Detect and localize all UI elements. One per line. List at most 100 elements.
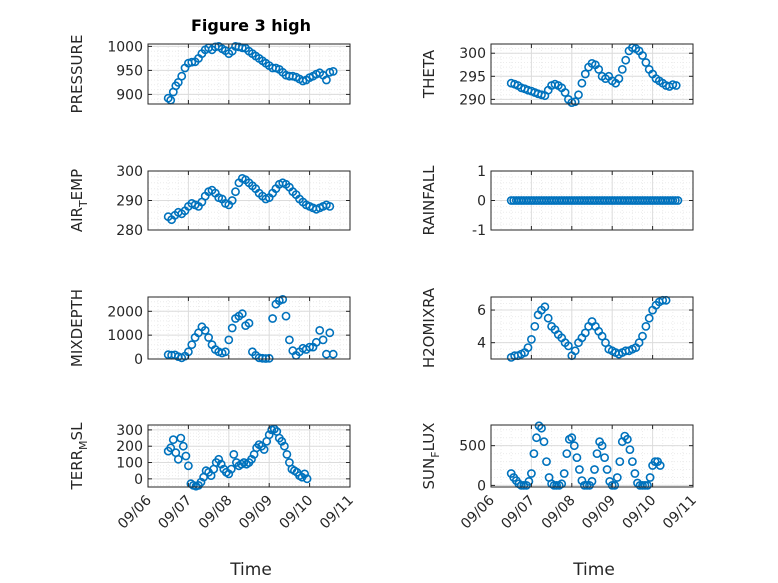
terr-msl-point-38	[259, 445, 269, 454]
air-temp-point-19	[227, 196, 237, 205]
sun-flux-ytick-label: 0	[477, 478, 486, 494]
terr-msl-point-7	[181, 451, 191, 461]
terr-msl-xtick-label: 09/09	[236, 493, 276, 533]
h2omixra-ytick-label: 6	[477, 303, 486, 319]
terr-msl-axes-box	[147, 424, 351, 488]
sun-flux-point-22	[562, 449, 572, 458]
subplot-sun-flux: 0 500 09/06 09/07 09/08 09/09 09/10 09/11 SUNFLU…	[420, 421, 700, 533]
mixdepth-point-7	[187, 340, 197, 350]
pressure-point-50	[328, 67, 338, 76]
x-axis-label-right: Time	[572, 560, 615, 580]
theta-ytick-label: 290	[459, 92, 486, 108]
sun-flux-point-10	[532, 433, 541, 443]
sun-flux-series	[506, 421, 665, 490]
theta-point-32	[614, 74, 624, 83]
pressure-axes-box	[147, 43, 351, 105]
mixdepth-point-17	[220, 347, 230, 357]
h2omixra-point-7	[530, 321, 540, 331]
terr-msl-point-8	[183, 461, 193, 471]
terr-msl-point-4	[173, 454, 183, 464]
theta-point-20	[574, 90, 583, 100]
terr-msl-grid	[147, 425, 351, 487]
mixdepth-point-18	[224, 335, 234, 345]
h2omixra-ytick-label: 4	[477, 336, 486, 352]
pressure-ytick-label: 1000	[107, 39, 143, 55]
sun-flux-point-59	[655, 461, 665, 470]
theta-ylabel: THETA	[420, 49, 438, 99]
terr-msl-xtick-label: 09/10	[277, 493, 317, 533]
terr-msl-ytick-label: 300	[116, 423, 143, 439]
sun-flux-point-7	[524, 476, 534, 486]
sun-flux-xtick-label: 09/09	[579, 493, 619, 533]
terr-msl-point-24	[224, 469, 234, 479]
sun-flux-point-9	[529, 449, 539, 458]
sun-flux-ytick-label: 500	[459, 439, 486, 455]
sun-flux-point-49	[630, 469, 640, 478]
h2omixra-point-19	[570, 346, 580, 356]
sun-flux-point-54	[643, 480, 652, 490]
pressure-ylabel: PRESSURE	[68, 35, 86, 114]
rainfall-ylabel: RAINFALL	[420, 165, 438, 236]
rainfall-ytick-label: 0	[477, 194, 486, 210]
subplot-mixdepth: 0 1000 2000 MIXDEPTH	[68, 289, 351, 368]
mixdepth-point-34	[278, 294, 288, 304]
air-temp-ylabel: AIRTEMP	[68, 169, 90, 232]
air-temp-point-48	[325, 201, 335, 211]
subplot-air-temp: 280 290 300 AIRTEMP	[68, 164, 351, 239]
h2omixra-point-39	[638, 331, 647, 341]
h2omixra-point-11	[543, 313, 553, 323]
air-temp-series	[163, 173, 335, 225]
terr-msl-point-54	[300, 469, 309, 479]
theta-point-21	[577, 78, 587, 88]
mixdepth-point-22	[237, 309, 247, 319]
sun-flux-point-48	[628, 457, 637, 466]
mixdepth-ytick-label: 0	[134, 352, 143, 368]
sun-flux-point-33	[590, 465, 599, 474]
pressure-point-8	[187, 57, 197, 67]
air-temp-ytick-label: 290	[116, 194, 143, 210]
terr-msl-point-47	[282, 449, 292, 459]
theta-point-26	[594, 65, 604, 74]
pressure-series	[163, 42, 338, 105]
pressure-ytick-label: 900	[116, 87, 143, 103]
air-temp-point-20	[231, 187, 240, 197]
mixdepth-point-31	[268, 314, 277, 323]
subplot-theta: 290 295 300 THETA	[420, 43, 694, 108]
terr-msl-point-25	[226, 464, 236, 474]
mixdepth-point-46	[318, 335, 328, 345]
sun-flux-point-21	[559, 469, 569, 478]
terr-msl-point-5	[176, 433, 186, 443]
h2omixra-series	[506, 295, 671, 362]
mixdepth-ytick-label: 2000	[107, 304, 143, 320]
theta-series	[506, 43, 681, 107]
pressure-ytick-label: 950	[116, 63, 143, 79]
sun-flux-xtick-label: 09/11	[660, 493, 700, 533]
sun-flux-xtick-label: 09/06	[458, 492, 498, 532]
sun-flux-xtick-label: 09/08	[539, 493, 579, 533]
rainfall-series	[506, 196, 683, 205]
terr-msl-point-55	[302, 474, 312, 484]
sun-flux-point-18	[552, 480, 561, 490]
theta-point-49	[671, 81, 681, 90]
mixdepth-point-48	[325, 328, 335, 338]
mixdepth-point-24	[244, 318, 254, 328]
terr-msl-ylabel: TERRMSL	[68, 422, 90, 491]
theta-axes-box	[490, 43, 694, 105]
sun-flux-point-24	[567, 433, 577, 443]
theta-ytick-label: 300	[459, 46, 486, 62]
sun-flux-point-29	[580, 480, 589, 490]
sun-flux-xtick-label: 09/10	[620, 493, 660, 533]
theta-point-16	[560, 88, 570, 97]
mixdepth-point-49	[328, 349, 338, 359]
sun-flux-point-34	[592, 449, 602, 458]
theta-point-34	[621, 55, 631, 65]
sun-flux-point-13	[539, 437, 549, 447]
sun-flux-point-47	[625, 445, 635, 454]
air-temp-ytick-label: 300	[116, 164, 143, 180]
sun-flux-xtick-label: 09/07	[498, 493, 538, 533]
terr-msl-point-26	[229, 449, 239, 459]
sun-flux-point-8	[527, 469, 536, 478]
terr-msl-point-40	[264, 430, 274, 440]
subplot-h2omixra: 4 6 H2OMIXRA	[420, 287, 694, 368]
terr-msl-ytick-label: 200	[116, 439, 143, 455]
